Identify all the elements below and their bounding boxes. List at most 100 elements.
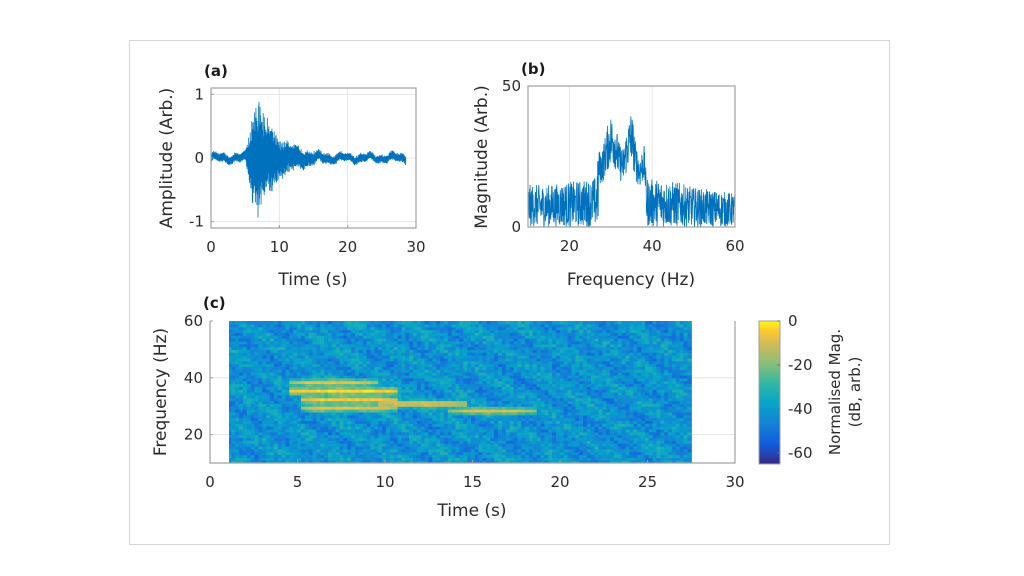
heatmap-cell bbox=[590, 409, 596, 413]
heatmap-cell bbox=[250, 349, 256, 353]
heatmap-cell bbox=[501, 372, 507, 376]
heatmap-cell bbox=[563, 443, 569, 447]
heatmap-cell bbox=[289, 457, 294, 461]
heatmap-cell bbox=[563, 357, 569, 362]
heatmap-cell bbox=[470, 451, 476, 456]
heatmap-cell bbox=[606, 454, 611, 458]
heatmap-cell bbox=[459, 394, 464, 399]
heatmap-cell bbox=[409, 440, 414, 444]
heatmap-cell bbox=[229, 355, 232, 359]
heatmap-cell bbox=[366, 445, 372, 450]
heatmap-cell bbox=[440, 357, 445, 362]
heatmap-cell bbox=[675, 392, 681, 396]
heatmap-cell bbox=[509, 352, 515, 356]
heatmap-cell bbox=[459, 349, 464, 353]
heatmap-cell bbox=[486, 426, 491, 430]
heatmap-cell bbox=[571, 366, 576, 370]
heatmap-cell bbox=[358, 434, 364, 439]
heatmap-cell bbox=[459, 374, 464, 379]
heatmap-cell bbox=[374, 460, 379, 463]
heatmap-cell bbox=[358, 363, 364, 368]
heatmap-cell bbox=[590, 426, 596, 430]
heatmap-cell bbox=[339, 386, 345, 390]
heatmap-cell bbox=[289, 349, 294, 353]
heatmap-cell bbox=[501, 389, 507, 393]
heatmap-cell bbox=[250, 420, 256, 424]
heatmap-cell bbox=[598, 372, 603, 376]
heatmap-cell bbox=[293, 406, 298, 410]
heatmap-cell bbox=[347, 392, 352, 396]
heatmap-cell bbox=[671, 392, 677, 396]
heatmap-cell bbox=[552, 360, 557, 365]
heatmap-cell bbox=[366, 409, 372, 413]
heatmap-cell bbox=[521, 349, 526, 353]
heatmap-cell bbox=[552, 457, 557, 461]
heatmap-cell bbox=[335, 403, 341, 407]
heatmap-cell bbox=[297, 400, 302, 404]
heatmap-cell bbox=[347, 406, 352, 410]
heatmap-cell bbox=[687, 355, 692, 359]
heatmap-cell bbox=[320, 355, 325, 359]
heatmap-cell bbox=[231, 414, 236, 419]
heatmap-cell bbox=[327, 457, 333, 461]
heatmap-cell bbox=[610, 366, 615, 370]
heatmap-cell bbox=[505, 374, 511, 379]
heatmap-cell bbox=[347, 357, 352, 362]
heatmap-cell bbox=[470, 363, 476, 368]
heatmap-cell bbox=[513, 457, 518, 461]
heatmap-cell bbox=[606, 428, 611, 433]
heatmap-cell bbox=[347, 431, 352, 436]
heatmap-cell bbox=[571, 349, 576, 353]
heatmap-cell bbox=[239, 403, 244, 407]
heatmap-cell bbox=[467, 417, 472, 421]
heatmap-cell bbox=[544, 437, 549, 441]
heatmap-cell bbox=[482, 380, 488, 385]
heatmap-cell bbox=[382, 363, 387, 368]
heatmap-cell bbox=[613, 355, 619, 359]
heatmap-cell bbox=[266, 394, 271, 399]
heatmap-cell bbox=[324, 454, 329, 458]
heatmap-cell bbox=[505, 420, 511, 424]
heatmap-cell bbox=[304, 369, 310, 373]
heatmap-cell bbox=[432, 374, 437, 379]
heatmap-cell bbox=[366, 440, 372, 444]
heatmap-cell bbox=[459, 454, 464, 458]
heatmap-cell bbox=[331, 420, 337, 424]
heatmap-cell bbox=[424, 431, 430, 436]
heatmap-cell bbox=[474, 355, 480, 359]
heatmap-cell bbox=[517, 411, 522, 416]
heatmap-cell bbox=[285, 386, 290, 390]
heatmap-cell bbox=[602, 360, 607, 365]
heatmap-cell bbox=[397, 411, 402, 416]
heatmap-cell bbox=[532, 460, 538, 463]
heatmap-cell bbox=[532, 360, 538, 365]
heatmap-cell bbox=[652, 346, 658, 350]
heatmap-cell bbox=[683, 360, 688, 365]
heatmap-cell bbox=[420, 445, 426, 450]
heatmap-cell bbox=[463, 457, 468, 461]
heatmap-cell bbox=[409, 434, 414, 439]
heatmap-cell bbox=[490, 352, 495, 356]
heatmap-cell bbox=[327, 406, 333, 410]
heatmap-cell bbox=[413, 428, 418, 433]
heatmap-cell bbox=[637, 374, 642, 379]
heatmap-cell bbox=[525, 377, 530, 382]
heatmap-cell bbox=[648, 383, 654, 387]
heatmap-cell bbox=[602, 414, 607, 419]
heatmap-cell bbox=[451, 360, 457, 365]
heatmap-cell bbox=[416, 426, 422, 430]
heatmap-cell bbox=[548, 431, 553, 436]
heatmap-cell bbox=[648, 454, 654, 458]
heatmap-cell bbox=[397, 454, 402, 458]
heatmap-cell bbox=[509, 397, 515, 402]
heatmap-cell bbox=[239, 397, 244, 402]
heatmap-cell bbox=[548, 374, 553, 379]
heatmap-cell bbox=[242, 392, 248, 396]
heatmap-cell bbox=[300, 417, 306, 421]
heatmap-cell bbox=[239, 400, 244, 404]
heatmap-cell bbox=[366, 366, 372, 370]
heatmap-cell bbox=[486, 357, 491, 362]
heatmap-cell bbox=[613, 406, 619, 410]
heatmap-cell bbox=[401, 346, 406, 350]
heatmap-cell bbox=[324, 434, 329, 439]
